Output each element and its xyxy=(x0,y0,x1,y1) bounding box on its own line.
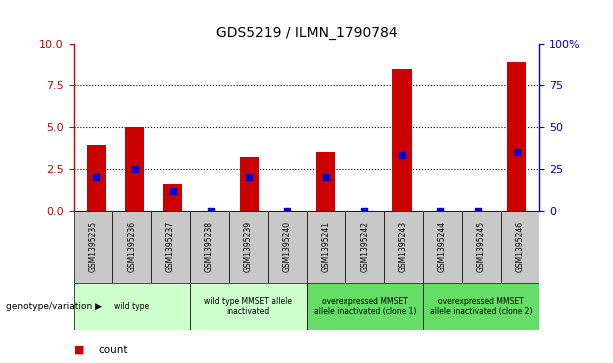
Bar xyxy=(112,211,151,283)
Point xyxy=(130,166,140,172)
Text: GSM1395235: GSM1395235 xyxy=(88,221,97,272)
Point xyxy=(512,149,522,155)
Bar xyxy=(74,211,112,283)
Bar xyxy=(229,211,268,283)
Bar xyxy=(240,157,259,211)
Bar xyxy=(462,211,501,283)
Bar xyxy=(507,62,526,211)
Text: GSM1395242: GSM1395242 xyxy=(360,221,369,272)
Text: count: count xyxy=(98,345,128,355)
Bar xyxy=(74,283,190,330)
Bar xyxy=(87,146,106,211)
Point xyxy=(435,208,445,213)
Text: GSM1395244: GSM1395244 xyxy=(438,221,447,272)
Bar xyxy=(345,211,384,283)
Text: ■: ■ xyxy=(74,345,84,355)
Bar xyxy=(190,283,306,330)
Text: GSM1395240: GSM1395240 xyxy=(283,221,292,272)
Text: GSM1395237: GSM1395237 xyxy=(166,221,175,272)
Text: GSM1395246: GSM1395246 xyxy=(516,221,525,272)
Bar xyxy=(306,211,345,283)
Bar xyxy=(163,184,183,211)
Point xyxy=(206,208,216,213)
Text: GSM1395236: GSM1395236 xyxy=(128,221,136,272)
Point xyxy=(168,188,178,193)
Text: GSM1395241: GSM1395241 xyxy=(321,221,330,272)
Bar xyxy=(190,211,229,283)
Text: GSM1395239: GSM1395239 xyxy=(244,221,253,272)
Text: GSM1395243: GSM1395243 xyxy=(399,221,408,272)
Point xyxy=(359,208,368,213)
Bar xyxy=(501,211,539,283)
Bar xyxy=(423,211,462,283)
Point xyxy=(245,174,254,180)
Text: wild type MMSET allele
inactivated: wild type MMSET allele inactivated xyxy=(204,297,292,317)
Point xyxy=(473,208,483,213)
Point xyxy=(283,208,292,213)
Bar xyxy=(306,283,423,330)
Bar xyxy=(151,211,190,283)
Bar xyxy=(423,283,539,330)
Bar xyxy=(392,69,411,211)
Title: GDS5219 / ILMN_1790784: GDS5219 / ILMN_1790784 xyxy=(216,26,397,40)
Bar xyxy=(384,211,423,283)
Bar xyxy=(125,127,144,211)
Point xyxy=(91,174,101,180)
Text: overexpressed MMSET
allele inactivated (clone 1): overexpressed MMSET allele inactivated (… xyxy=(313,297,416,317)
Text: wild type: wild type xyxy=(114,302,150,311)
Point xyxy=(397,152,407,158)
Text: GSM1395238: GSM1395238 xyxy=(205,221,214,272)
Point xyxy=(321,174,330,180)
Text: genotype/variation ▶: genotype/variation ▶ xyxy=(6,302,102,311)
Bar xyxy=(268,211,306,283)
Text: overexpressed MMSET
allele inactivated (clone 2): overexpressed MMSET allele inactivated (… xyxy=(430,297,533,317)
Text: GSM1395245: GSM1395245 xyxy=(477,221,485,272)
Bar xyxy=(316,152,335,211)
